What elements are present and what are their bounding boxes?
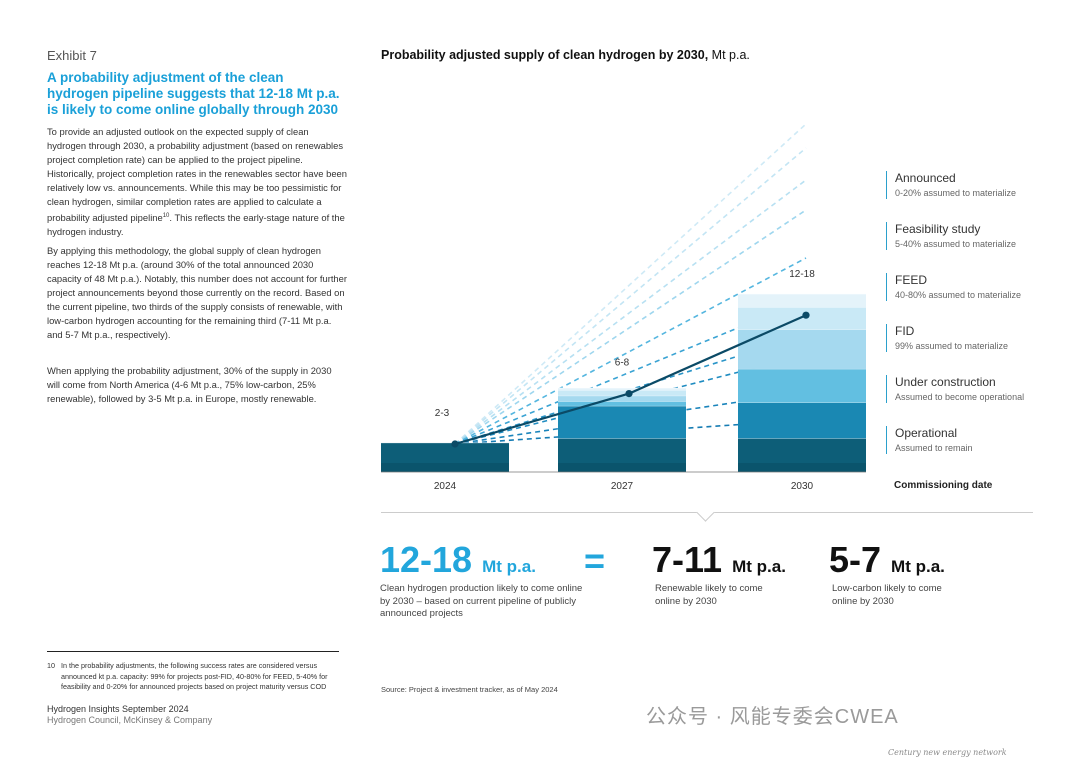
legend-title: Feasibility study bbox=[895, 222, 981, 236]
divider-pointer bbox=[696, 503, 715, 522]
watermark: 公众号 · 风能专委会CWEA bbox=[646, 706, 899, 728]
publisher-name: Hydrogen Council, McKinsey & Company bbox=[47, 715, 213, 725]
legend-title: Announced bbox=[895, 171, 956, 185]
x-tick-label-2030: 2030 bbox=[791, 481, 814, 492]
bar-base-band-2027 bbox=[558, 463, 686, 472]
bar-base-band-2024 bbox=[381, 463, 509, 472]
fan-line-0 bbox=[454, 123, 807, 445]
range-label-2024: 2-3 bbox=[435, 408, 450, 419]
equals-sign: = bbox=[584, 540, 606, 581]
body-paragraph-1: To provide an adjusted outlook on the ex… bbox=[47, 126, 347, 238]
exhibit-label: Exhibit 7 bbox=[47, 48, 97, 63]
bar-segment-2027-under-construction bbox=[558, 405, 686, 439]
legend-item-feed: FEED 40-80% assumed to materialize bbox=[886, 273, 1065, 301]
trend-point-2030 bbox=[802, 311, 810, 319]
legend-desc: 5-40% assumed to materialize bbox=[895, 239, 1017, 249]
footnote: 10 In the probability adjustments, the fo… bbox=[47, 661, 347, 693]
legend-desc: Assumed to become operational bbox=[895, 392, 1025, 402]
chart-title-unit: Mt p.a. bbox=[711, 48, 750, 62]
x-axis-title: Commissioning date bbox=[894, 480, 993, 491]
publication-name: Hydrogen Insights September 2024 bbox=[47, 704, 189, 714]
renewable-value: 7-11 Mt p.a. bbox=[652, 539, 786, 580]
low-carbon-value: 5-7 Mt p.a. bbox=[829, 539, 945, 580]
legend-item-feasibility: Feasibility study 5-40% assumed to materi… bbox=[886, 222, 1065, 250]
x-tick-label-2027: 2027 bbox=[611, 481, 634, 492]
bars bbox=[381, 293, 866, 472]
low-carbon-caption: Low-carbon likely to come online by 2030 bbox=[832, 583, 942, 607]
legend-item-announced: Announced 0-20% assumed to materialize bbox=[886, 171, 1065, 199]
range-label-2027: 6-8 bbox=[615, 358, 630, 369]
bar-segment-2030-under-construction bbox=[738, 402, 866, 439]
total-supply-value: 12-18 Mt p.a. bbox=[380, 539, 536, 580]
bar-labels: 2024 2027 2030 2-3 6-8 12-18 bbox=[434, 269, 815, 492]
fan-line-2 bbox=[454, 179, 807, 445]
low-carbon-unit: Mt p.a. bbox=[891, 557, 945, 576]
bar-segment-2030-feasibility-study bbox=[738, 307, 866, 330]
body-paragraph-3: When applying the probability adjustment… bbox=[47, 365, 332, 404]
bar-segment-2027-announced bbox=[558, 388, 686, 391]
legend-desc: 0-20% assumed to materialize bbox=[895, 188, 1017, 198]
x-tick-label-2024: 2024 bbox=[434, 481, 457, 492]
chart-title: Probability adjusted supply of clean hyd… bbox=[381, 48, 750, 62]
fan-line-3 bbox=[454, 209, 807, 445]
bar-segment-2027-feed bbox=[558, 395, 686, 402]
legend-desc: 40-80% assumed to materialize bbox=[895, 290, 1022, 300]
trend-point-2024 bbox=[451, 440, 459, 448]
trend-line bbox=[451, 311, 810, 448]
fan-line-1 bbox=[454, 147, 807, 445]
bar-segment-2027-feasibility-study bbox=[558, 390, 686, 396]
legend-item-fid: FID 99% assumed to materialize bbox=[886, 324, 1065, 352]
footnote-number: 10 bbox=[47, 661, 55, 670]
legend-title: Operational bbox=[895, 426, 958, 440]
footnote-ref: 10 bbox=[162, 213, 170, 219]
renewable-caption: Renewable likely to come online by 2030 bbox=[655, 583, 763, 607]
legend-title: Under construction bbox=[895, 375, 996, 389]
legend-item-operational: Operational Assumed to remain bbox=[886, 426, 1065, 454]
bar-segment-2030-announced bbox=[738, 293, 866, 308]
exhibit-title: A probability adjustment of the clean hy… bbox=[47, 70, 340, 117]
bar-base-band-2030 bbox=[738, 463, 866, 472]
body-paragraph-2: By applying this methodology, the global… bbox=[47, 245, 347, 340]
renewable-unit: Mt p.a. bbox=[732, 557, 786, 576]
fan-line-4 bbox=[454, 257, 807, 445]
watermark-english: Century new energy network bbox=[888, 748, 1007, 757]
total-supply-caption: Clean hydrogen production likely to come… bbox=[380, 583, 583, 619]
footnote-text: In the probability adjustments, the foll… bbox=[61, 661, 328, 691]
total-supply-unit: Mt p.a. bbox=[482, 557, 536, 576]
bar-segment-2027-fid bbox=[558, 401, 686, 406]
source-note: Source: Project & investment tracker, as… bbox=[381, 685, 558, 694]
legend-desc: 99% assumed to materialize bbox=[895, 341, 1009, 351]
legend-title: FID bbox=[895, 324, 915, 338]
range-label-2030: 12-18 bbox=[789, 269, 815, 280]
legend-title: FEED bbox=[895, 273, 928, 287]
trend-point-2027 bbox=[625, 390, 633, 398]
footnote-divider bbox=[47, 651, 339, 652]
legend-item-under-construction: Under construction Assumed to become oper… bbox=[886, 375, 1065, 403]
stacked-bar-chart: 2024 2027 2030 2-3 6-8 12-18 bbox=[381, 123, 866, 492]
bar-segment-2030-fid bbox=[738, 368, 866, 403]
legend-desc: Assumed to remain bbox=[895, 443, 973, 453]
